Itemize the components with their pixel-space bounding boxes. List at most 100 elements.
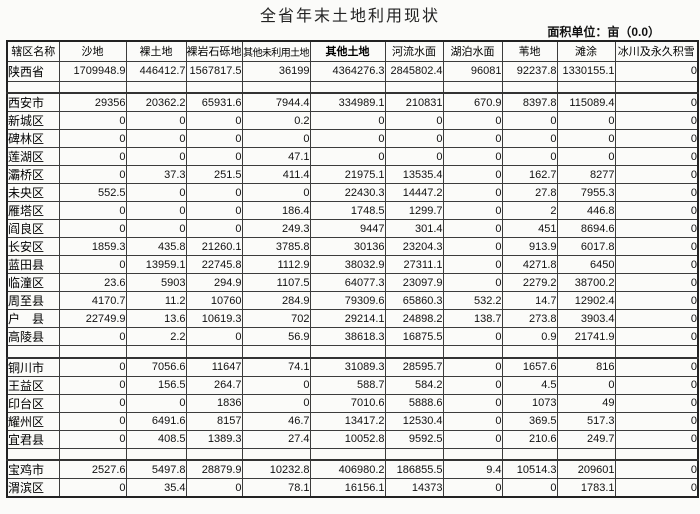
table-row: 耀州区 0 6491.6 8157 46.7 13417.2 12530.4 0 369.5 51… xyxy=(6,411,699,431)
value-cell: 0 xyxy=(501,129,558,148)
value-cell: 0 xyxy=(442,111,503,130)
value-cell: 0 xyxy=(614,201,699,220)
value-cell: 92237.8 xyxy=(501,60,558,82)
value-cell: 0 xyxy=(501,111,558,130)
value-cell: 0 xyxy=(241,129,311,148)
value-cell: 1299.7 xyxy=(384,201,444,220)
value-cell: 46.7 xyxy=(241,411,311,431)
value-cell: 28595.7 xyxy=(384,357,444,377)
value-cell: 64077.3 xyxy=(309,273,386,292)
value-cell: 0.9 xyxy=(501,327,558,346)
value-cell: 29356 xyxy=(58,92,127,112)
value-cell: 8157 xyxy=(185,411,243,431)
value-cell: 0 xyxy=(442,429,503,449)
value-cell: 0 xyxy=(614,393,699,413)
table-row: 铜川市 0 7056.6 11647 74.1 31089.3 28595.7 0 1657.6… xyxy=(6,357,699,377)
value-cell: 0 xyxy=(442,201,503,220)
table-row: 渭滨区 0 35.4 0 78.1 16156.1 14373 0 0 1783.1 0 xyxy=(6,478,699,498)
value-cell: 1389.3 xyxy=(185,429,243,449)
value-cell: 0 xyxy=(442,165,503,184)
value-cell: 0 xyxy=(442,237,503,256)
table-row: 雁塔区 0 0 0 186.4 1748.5 1299.7 0 2 446.8 0 xyxy=(6,201,699,220)
region-name-cell: 莲湖区 xyxy=(6,147,60,166)
column-header: 裸岩石砾地 xyxy=(185,40,243,62)
value-cell: 0 xyxy=(614,375,699,395)
value-cell: 6450 xyxy=(556,255,616,274)
region-name-cell: 蓝田县 xyxy=(6,255,60,274)
column-header: 其他土地 xyxy=(309,40,386,62)
value-cell: 162.7 xyxy=(501,165,558,184)
value-cell: 0 xyxy=(125,111,187,130)
table-row: 高陵县 0 2.2 0 56.9 38618.3 16875.5 0 0.9 21741.9 0 xyxy=(6,327,699,346)
value-cell: 1112.9 xyxy=(241,255,311,274)
area-unit-note: 面积单位：亩（0.0） xyxy=(547,25,660,39)
empty-cell xyxy=(58,80,127,94)
table-row: 未央区 552.5 0 0 0 22430.3 14447.2 0 27.8 7955.3 0 xyxy=(6,183,699,202)
value-cell: 79309.6 xyxy=(309,291,386,310)
value-cell: 209601 xyxy=(556,459,616,479)
value-cell: 22749.9 xyxy=(58,309,127,328)
value-cell: 186855.5 xyxy=(384,459,444,479)
value-cell: 13535.4 xyxy=(384,165,444,184)
value-cell: 2279.2 xyxy=(501,273,558,292)
empty-cell xyxy=(241,447,311,461)
value-cell: 0 xyxy=(185,478,243,498)
value-cell: 28879.9 xyxy=(185,459,243,479)
value-cell: 0 xyxy=(125,147,187,166)
empty-cell xyxy=(384,345,444,359)
value-cell: 0 xyxy=(442,255,503,274)
region-name-cell: 耀州区 xyxy=(6,411,60,431)
value-cell: 9.4 xyxy=(442,459,503,479)
value-cell: 0 xyxy=(614,255,699,274)
empty-cell xyxy=(241,345,311,359)
value-cell: 13.6 xyxy=(125,309,187,328)
empty-cell xyxy=(556,345,616,359)
value-cell: 115089.4 xyxy=(556,92,616,112)
value-cell: 56.9 xyxy=(241,327,311,346)
value-cell: 0 xyxy=(501,147,558,166)
value-cell: 0 xyxy=(501,478,558,498)
value-cell: 0 xyxy=(442,273,503,292)
value-cell: 0 xyxy=(556,129,616,148)
value-cell: 588.7 xyxy=(309,375,386,395)
value-cell: 186.4 xyxy=(241,201,311,220)
value-cell: 0 xyxy=(614,327,699,346)
value-cell: 0 xyxy=(241,375,311,395)
value-cell: 0 xyxy=(58,219,127,238)
table-row: 新城区 0 0 0 0.2 0 0 0 0 0 0 xyxy=(6,111,699,130)
column-header: 河流水面 xyxy=(384,40,444,62)
value-cell: 584.2 xyxy=(384,375,444,395)
value-cell: 0 xyxy=(614,92,699,112)
value-cell: 264.7 xyxy=(185,375,243,395)
empty-cell xyxy=(442,345,503,359)
table-row: 宜君县 0 408.5 1389.3 27.4 10052.8 9592.5 0 210.6 24… xyxy=(6,429,699,449)
table-row: 长安区 1859.3 435.8 21260.1 3785.8 30136 23204.3 0… xyxy=(6,237,699,256)
value-cell: 1107.5 xyxy=(241,273,311,292)
value-cell: 0 xyxy=(58,255,127,274)
region-name-cell: 铜川市 xyxy=(6,357,60,377)
empty-cell xyxy=(125,80,187,94)
value-cell: 6017.8 xyxy=(556,237,616,256)
column-header: 裸土地 xyxy=(125,40,187,62)
value-cell: 1748.5 xyxy=(309,201,386,220)
value-cell: 2.2 xyxy=(125,327,187,346)
value-cell: 14447.2 xyxy=(384,183,444,202)
value-cell: 16156.1 xyxy=(309,478,386,498)
region-name-cell: 渭滨区 xyxy=(6,478,60,498)
value-cell: 0 xyxy=(442,375,503,395)
value-cell: 1859.3 xyxy=(58,237,127,256)
value-cell: 0 xyxy=(614,147,699,166)
value-cell: 0 xyxy=(125,393,187,413)
empty-cell xyxy=(185,345,243,359)
value-cell: 446.8 xyxy=(556,201,616,220)
value-cell: 1783.1 xyxy=(556,478,616,498)
value-cell: 12530.4 xyxy=(384,411,444,431)
value-cell: 8397.8 xyxy=(501,92,558,112)
table-row: 陕西省 1709948.9 446412.7 1567817.5 36199 436427… xyxy=(6,60,699,82)
value-cell: 0 xyxy=(614,429,699,449)
value-cell: 0 xyxy=(442,327,503,346)
value-cell: 1567817.5 xyxy=(185,60,243,82)
region-name-cell: 长安区 xyxy=(6,237,60,256)
value-cell: 0 xyxy=(556,111,616,130)
value-cell: 7955.3 xyxy=(556,183,616,202)
